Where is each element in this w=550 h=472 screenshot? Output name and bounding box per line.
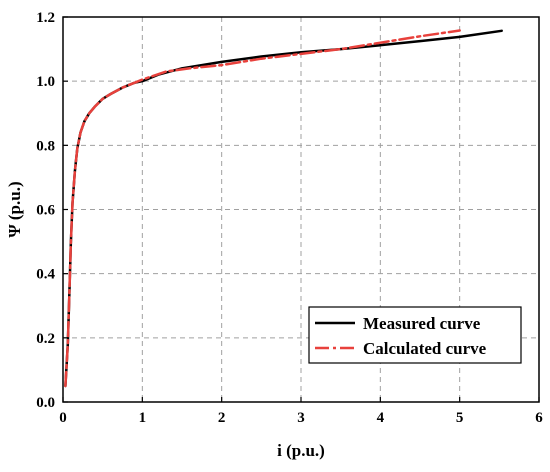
y-tick-label: 0.0 xyxy=(36,395,55,411)
axis-ticks: 0 1 2 3 4 5 6 0.0 0.2 0.4 0.6 0.8 1.0 1.2 xyxy=(36,10,543,426)
y-tick-label: 0.6 xyxy=(36,203,55,219)
grid-lines xyxy=(63,17,539,402)
legend: Measured curve Calculated curve xyxy=(308,306,522,364)
x-tick-label: 4 xyxy=(377,410,385,426)
y-axis-title: Ψ (p.u.) xyxy=(5,181,24,237)
x-tick-label: 2 xyxy=(218,410,226,426)
y-tick-label: 0.8 xyxy=(36,138,55,154)
series-line-1 xyxy=(64,29,461,388)
legend-box xyxy=(308,306,522,364)
x-tick-label: 0 xyxy=(59,410,67,426)
legend-label-calculated: Calculated curve xyxy=(363,339,487,358)
y-tick-label: 0.4 xyxy=(36,267,55,283)
x-tick-label: 5 xyxy=(456,410,464,426)
legend-label-measured: Measured curve xyxy=(363,314,481,333)
x-tick-label: 6 xyxy=(535,410,543,426)
y-tick-label: 1.0 xyxy=(36,74,55,90)
y-tick-label: 1.2 xyxy=(36,10,55,26)
x-tick-label: 3 xyxy=(297,410,305,426)
series-lines xyxy=(64,29,503,388)
y-tick-label: 0.2 xyxy=(36,331,55,347)
x-tick-label: 1 xyxy=(139,410,147,426)
x-axis-title: i (p.u.) xyxy=(277,441,325,460)
